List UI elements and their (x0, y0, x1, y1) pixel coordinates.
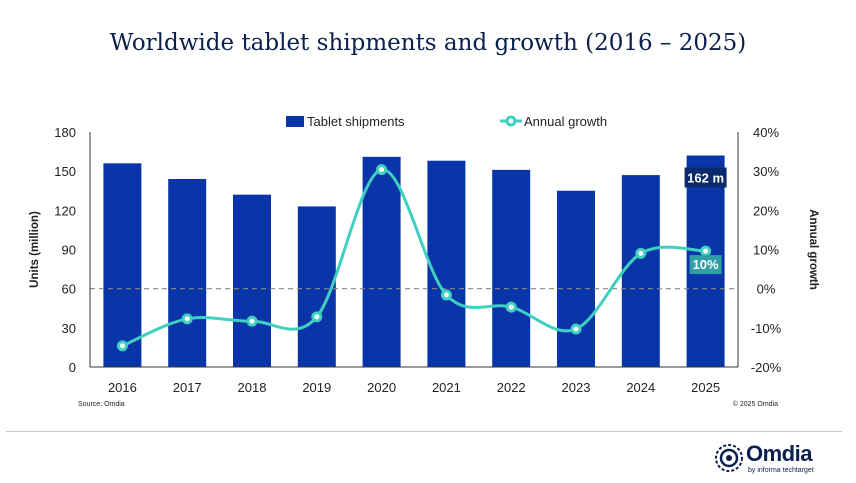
bar-2017 (168, 179, 207, 367)
growth-point-2017 (181, 313, 193, 325)
y2-tick-label: 20% (753, 203, 779, 218)
x-tick-label: 2017 (173, 380, 202, 395)
x-tick-label: 2019 (302, 380, 331, 395)
legend-label-growth: Annual growth (524, 114, 607, 129)
annotations: 162 m 10% (684, 167, 727, 275)
y-tick-label: 180 (54, 125, 76, 140)
y-tick-label: 0 (69, 360, 76, 375)
x-tick-label: 2024 (626, 380, 655, 395)
growth-line (121, 168, 706, 348)
y2-tick-label: 0% (757, 282, 776, 297)
bar-2021 (427, 160, 466, 367)
y-tick-label: 90 (62, 243, 76, 258)
omdia-logo-icon (715, 444, 743, 472)
legend-marker-swatch (505, 115, 517, 127)
logo-wordmark: Omdia (746, 441, 812, 466)
x-tick-label: 2016 (108, 380, 137, 395)
growth-value-label-box (689, 255, 722, 275)
bar-value-label: 162 m (687, 171, 724, 186)
y-tick-label: 150 (54, 164, 76, 179)
x-tick-label: 2018 (238, 380, 267, 395)
y2-tick-label: -20% (751, 360, 782, 375)
y2-tick-label: -10% (751, 321, 782, 336)
growth-point-2021 (440, 289, 452, 301)
bar-2019 (297, 206, 336, 367)
y2-axis-title: Annual growth (807, 209, 819, 290)
growth-point-2025 (700, 245, 712, 257)
y2-tick-label: 10% (753, 243, 779, 258)
x-tick-label: 2020 (367, 380, 396, 395)
bar-2018 (233, 194, 271, 367)
x-tick-label: 2022 (497, 380, 526, 395)
logo-tagline: by informa techtarget (748, 467, 814, 474)
chart-title: Worldwide tablet shipments and growth (2… (109, 30, 747, 56)
axes (89, 132, 739, 368)
axis-labels: 0 30 60 90 120 150 180 -20% -10% 0% 10% 20% 30% 40% 20… (29, 125, 819, 395)
bar-2023 (557, 190, 595, 367)
growth-point-2020 (376, 164, 388, 176)
y-tick-label: 120 (54, 203, 76, 218)
bar-2022 (492, 169, 531, 367)
growth-point-2019 (311, 311, 323, 323)
source-note: Source: Omdia (78, 401, 125, 408)
bar-2024 (621, 175, 660, 367)
growth-point-2016 (116, 340, 128, 352)
legend-bar-swatch (286, 116, 304, 127)
growth-point-2023 (570, 323, 582, 335)
y-tick-label: 30 (62, 321, 76, 336)
omdia-logo: Omdia by informa techtarget (714, 441, 844, 477)
legend-label-shipments: Tablet shipments (307, 114, 405, 129)
y2-tick-label: 30% (753, 164, 779, 179)
growth-value-label: 10% (693, 257, 719, 272)
y-tick-label: 60 (62, 282, 76, 297)
x-tick-label: 2025 (691, 380, 720, 395)
copyright-note: © 2025 Omdia (732, 401, 778, 408)
legend: Tablet shipments Annual growth (286, 114, 607, 129)
y-axis-title: Units (million) (29, 211, 41, 288)
x-tick-label: 2023 (562, 380, 591, 395)
growth-point-2024 (635, 247, 647, 259)
growth-markers (116, 164, 712, 352)
bar-2016 (103, 163, 142, 367)
x-tick-label: 2021 (432, 380, 461, 395)
y2-tick-label: 40% (753, 125, 779, 140)
growth-point-2018 (246, 315, 258, 327)
footer-divider (6, 431, 842, 432)
growth-point-2022 (505, 301, 517, 313)
chart-area: 0 30 60 90 120 150 180 -20% -10% 0% 10% 20% 30% 40% 20… (29, 114, 819, 395)
bar-2020 (362, 156, 401, 367)
bar-value-label-box (684, 167, 727, 188)
